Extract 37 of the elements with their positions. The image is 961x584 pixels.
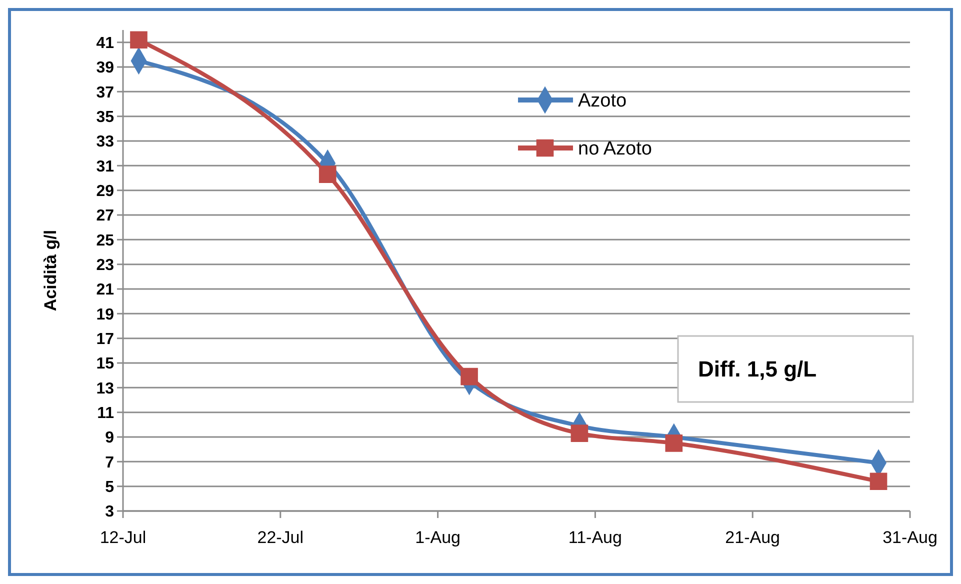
point [460,368,478,386]
legend-label: no Azoto [578,138,652,160]
y-tick-label: 35 [96,108,114,126]
y-tick-label: 21 [96,282,114,299]
y-tick-label: 13 [96,380,114,398]
y-axis-title: Acidità g/l [41,230,60,312]
point [665,434,683,452]
x-tick-label: 21-Aug [725,528,780,547]
y-tick-label: 29 [96,182,114,200]
x-tick-label: 1-Aug [415,528,460,547]
x-tick-label: 31-Aug [882,528,938,547]
y-tick-label: 23 [96,256,114,274]
y-tick-label: 19 [96,306,114,324]
x-tick-label: 11-Aug [568,528,622,547]
y-tick-label: 33 [96,134,114,151]
x-tick-label: 12-Jul [100,528,146,547]
y-tick-label: 37 [96,84,114,102]
y-tick-label: 41 [96,34,114,52]
y-tick-label: 7 [105,454,114,472]
y-tick-label: 3 [105,504,114,521]
y-tick-label: 39 [96,60,114,77]
y-tick-label: 5 [105,478,114,496]
y-tick-label: 17 [96,330,114,348]
point [318,166,336,183]
y-tick-label: 11 [97,404,114,422]
text-box: Diff. 1,5 g/L [677,335,914,403]
x-tick-label: 22-Jul [257,528,304,547]
y-tick-label: 31 [96,158,114,176]
annotation: Diff. 1,5 g/L [698,356,817,382]
point [870,472,888,490]
y-tick-label: 9 [105,430,114,447]
y-tick-label: 25 [96,232,114,250]
y-tick-label: 15 [96,356,114,373]
y-tick-label: 27 [96,208,114,225]
point [130,31,148,49]
point [570,424,588,442]
legend-label: Azoto [578,90,627,112]
